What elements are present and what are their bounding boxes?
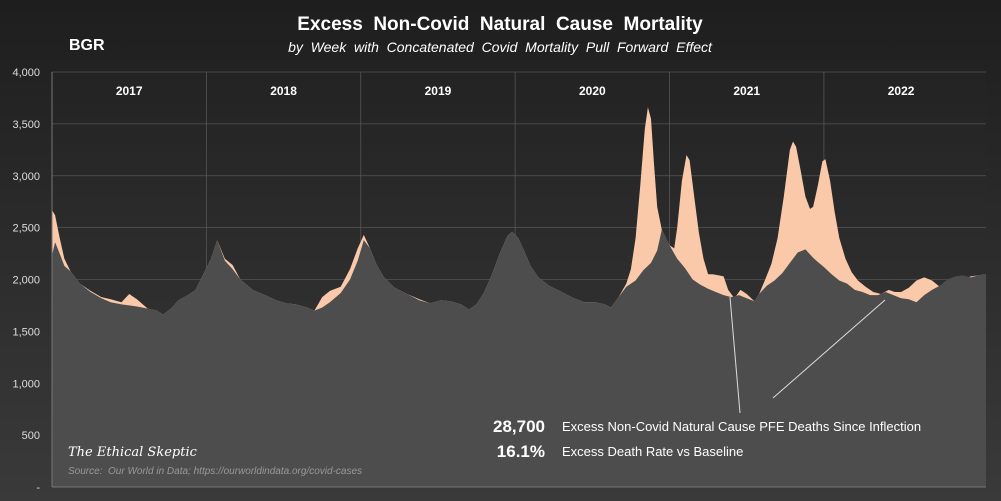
y-axis-tick-labels: - 500 1,000 1,500 2,000 2,500 3,000 3,500 4,000 (12, 67, 40, 494)
year-labels: 2017 2018 2019 2020 2021 2022 (116, 84, 915, 98)
y-tick-label: 3,000 (12, 171, 40, 183)
callout-value: 28,700 (493, 417, 545, 436)
chart-title: Excess Non-Covid Natural Cause Mortality (297, 14, 703, 35)
y-tick-label: 1,500 (12, 326, 40, 338)
y-tick-label: 2,000 (12, 275, 40, 287)
callout-label: Excess Death Rate vs Baseline (562, 444, 743, 459)
y-tick-label: - (36, 482, 40, 494)
source-note: Source: Our World in Data; https://ourwo… (68, 466, 362, 477)
chart-subtitle: by Week with Concatenated Covid Mortalit… (288, 39, 713, 55)
baseline-mortality-area (52, 229, 986, 487)
watermark-signature: The Ethical Skeptic (68, 445, 198, 460)
year-label: 2018 (270, 84, 297, 98)
year-label: 2017 (116, 84, 143, 98)
y-tick-label: 2,500 (12, 223, 40, 235)
y-tick-label: 500 (22, 430, 40, 442)
y-tick-label: 4,000 (12, 67, 40, 79)
callout-pointer-line (772, 299, 886, 399)
year-label: 2019 (425, 84, 452, 98)
year-label: 2021 (733, 84, 760, 98)
callout-pointer-line (729, 296, 741, 414)
year-label: 2022 (888, 84, 915, 98)
y-tick-label: 3,500 (12, 119, 40, 131)
callout-label: Excess Non-Covid Natural Cause PFE Death… (562, 419, 921, 434)
country-label: BGR (69, 37, 105, 54)
callout-value: 16.1% (497, 442, 545, 461)
y-tick-label: 1,000 (12, 378, 40, 390)
year-label: 2020 (579, 84, 606, 98)
